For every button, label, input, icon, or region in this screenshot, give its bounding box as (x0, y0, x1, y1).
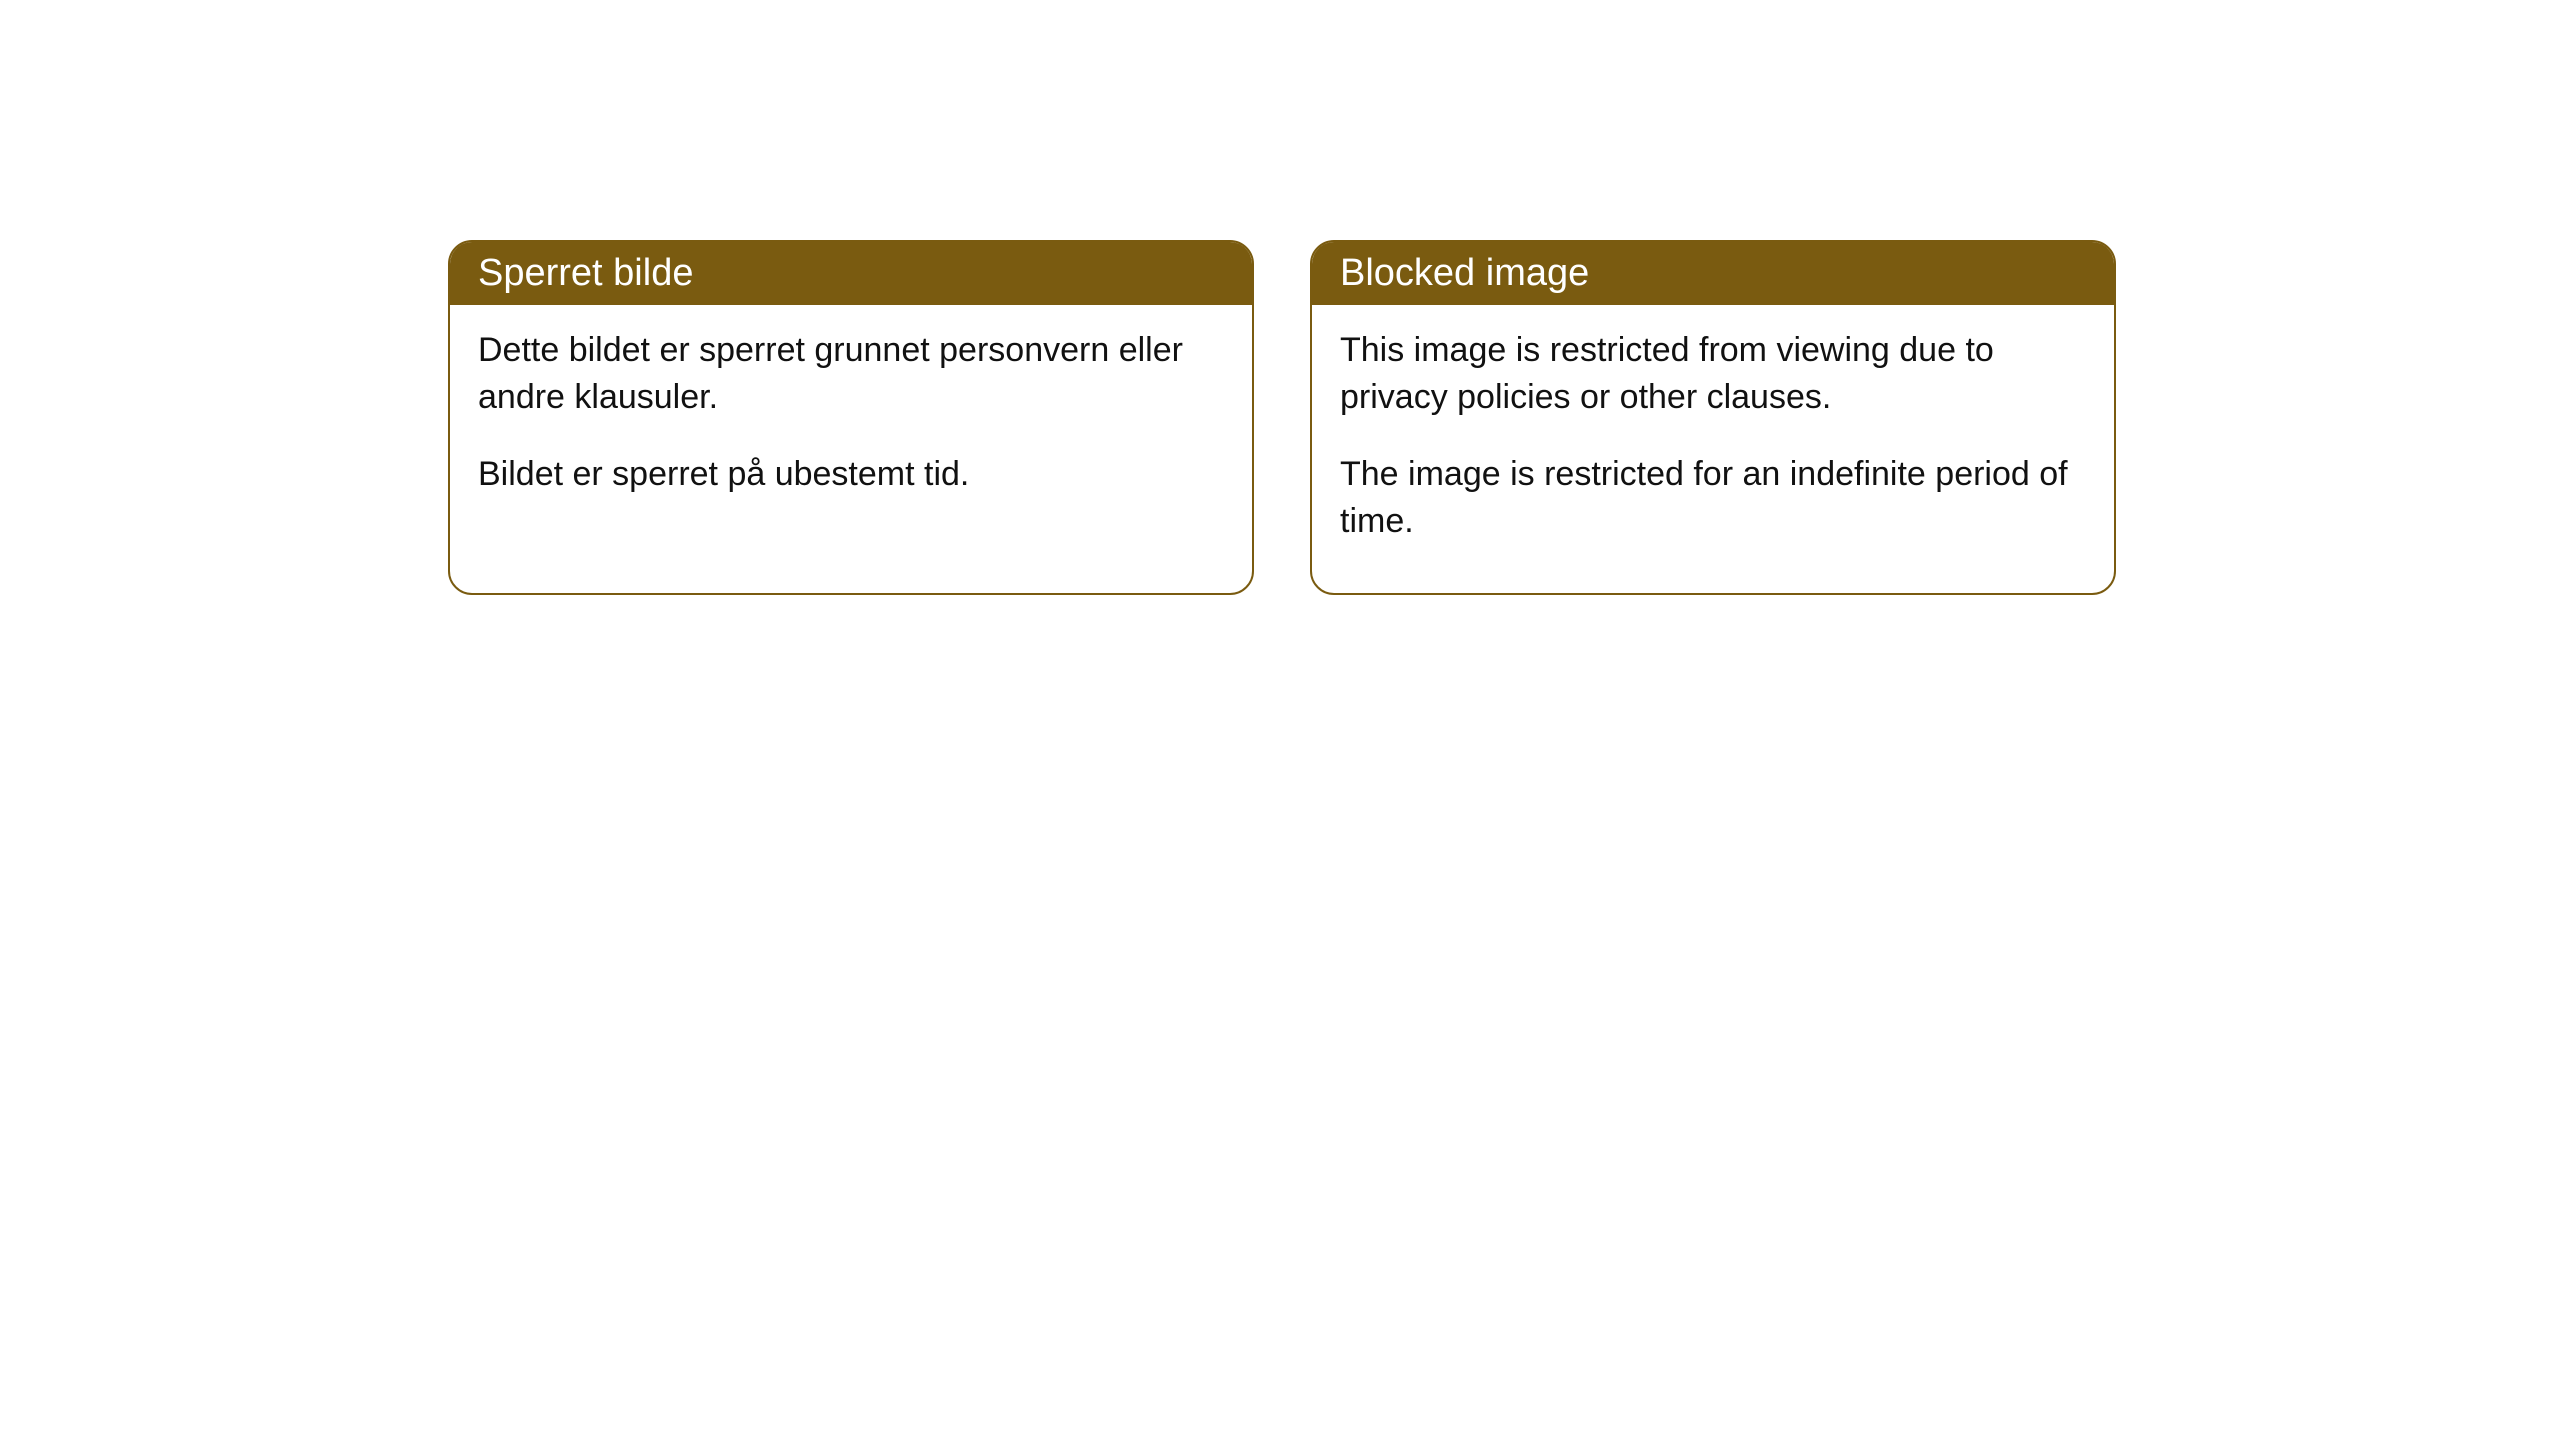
notice-header: Sperret bilde (450, 242, 1252, 305)
notice-paragraph: Bildet er sperret på ubestemt tid. (478, 451, 1224, 498)
notice-paragraph: The image is restricted for an indefinit… (1340, 451, 2086, 545)
notice-card-norwegian: Sperret bilde Dette bildet er sperret gr… (448, 240, 1254, 595)
notice-body: Dette bildet er sperret grunnet personve… (450, 305, 1252, 546)
notice-card-english: Blocked image This image is restricted f… (1310, 240, 2116, 595)
notice-body: This image is restricted from viewing du… (1312, 305, 2114, 593)
notice-paragraph: Dette bildet er sperret grunnet personve… (478, 327, 1224, 421)
notice-paragraph: This image is restricted from viewing du… (1340, 327, 2086, 421)
notice-cards-container: Sperret bilde Dette bildet er sperret gr… (448, 240, 2116, 595)
notice-header: Blocked image (1312, 242, 2114, 305)
